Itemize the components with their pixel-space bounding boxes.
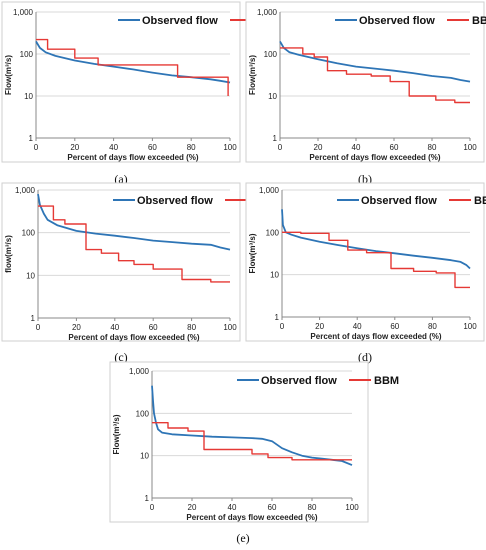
y-tick-label: 100 (266, 228, 280, 237)
x-tick-label: 60 (390, 143, 399, 152)
x-axis-title: Percent of days flow exceeded (%) (186, 513, 317, 522)
panel-caption: (e) (236, 531, 249, 545)
x-tick-label: 20 (72, 323, 81, 332)
y-tick-label: 10 (270, 271, 279, 280)
legend-label-observed: Observed flow (361, 195, 437, 207)
chart-panel-c: 1 10 100 1,000 0 20 40 60 80 100 Percent of days f… (1, 182, 275, 364)
bbm-line (36, 38, 229, 96)
y-tick-label: 10 (140, 452, 149, 461)
y-tick-label: 1 (31, 314, 36, 323)
y-tick-label: 1,000 (129, 367, 150, 376)
x-tick-label: 100 (223, 323, 237, 332)
x-tick-label: 100 (463, 143, 477, 152)
y-axis-title: Flow(m³/s) (248, 233, 257, 273)
legend-label-observed: Observed flow (359, 15, 435, 27)
x-tick-label: 0 (150, 503, 155, 512)
legend: Observed flow BBM (335, 15, 486, 27)
legend: Observed flow BBM (237, 375, 399, 387)
bbm-line (152, 422, 352, 461)
observed-flow-line (35, 40, 231, 84)
x-axis-title: Percent of days flow exceeded (%) (67, 153, 198, 162)
y-tick-label: 10 (24, 92, 33, 101)
legend-label-bbm: BBM (474, 195, 486, 207)
chart-frame (1, 1, 241, 163)
legend-label-bbm: BBM (374, 375, 399, 387)
x-tick-label: 0 (278, 143, 283, 152)
x-tick-label: 40 (228, 503, 237, 512)
y-tick-label: 10 (26, 271, 35, 280)
y-tick-label: 1,000 (257, 8, 278, 17)
x-tick-label: 20 (315, 322, 324, 331)
x-tick-label: 40 (109, 143, 118, 152)
bbm-line (38, 205, 230, 283)
chart-frame (245, 182, 485, 342)
y-tick-label: 100 (136, 409, 150, 418)
legend-label-observed: Observed flow (142, 15, 218, 27)
y-axis-title: Flow(m³/s) (248, 55, 257, 95)
y-axis-title: Flow(m³/s) (4, 55, 13, 95)
y-tick-label: 1 (29, 134, 34, 143)
x-tick-label: 60 (390, 322, 399, 331)
legend: Observed flow BBM (337, 195, 486, 207)
x-tick-label: 40 (352, 143, 361, 152)
y-tick-label: 100 (264, 50, 278, 59)
y-tick-label: 1 (275, 313, 280, 322)
chart-frame (245, 1, 485, 163)
x-tick-label: 100 (345, 503, 359, 512)
y-tick-label: 1 (145, 494, 150, 503)
y-tick-label: 10 (268, 92, 277, 101)
x-tick-label: 0 (34, 143, 39, 152)
legend-label-observed: Observed flow (137, 195, 213, 207)
x-tick-label: 40 (110, 323, 119, 332)
legend-label-bbm: BBM (472, 15, 486, 27)
x-tick-label: 60 (268, 503, 277, 512)
bbm-line (282, 231, 470, 289)
x-tick-label: 100 (463, 322, 477, 331)
x-tick-label: 60 (149, 323, 158, 332)
y-axis-title: Flow(m³/s) (112, 414, 121, 454)
y-tick-label: 1,000 (15, 186, 36, 195)
x-tick-label: 0 (280, 322, 285, 331)
panel-caption: (d) (358, 350, 372, 364)
y-tick-label: 100 (20, 50, 34, 59)
x-tick-label: 80 (308, 503, 317, 512)
x-tick-label: 80 (187, 143, 196, 152)
y-tick-label: 100 (22, 229, 36, 238)
x-tick-label: 100 (223, 143, 237, 152)
x-axis-title: Percent of days flow exceeded (%) (310, 332, 441, 341)
x-tick-label: 40 (353, 322, 362, 331)
y-tick-label: 1,000 (13, 8, 34, 17)
chart-panel-e: 1 10 100 1,000 0 20 40 60 80 100 Percent of days f… (109, 361, 399, 545)
observed-flow-line (279, 40, 471, 83)
x-tick-label: 0 (36, 323, 41, 332)
chart-panel-b: 1 10 100 1,000 0 20 40 60 80 100 Percent of days f… (245, 1, 486, 186)
x-tick-label: 80 (428, 322, 437, 331)
x-tick-label: 20 (314, 143, 323, 152)
x-tick-label: 60 (148, 143, 157, 152)
observed-flow-line (37, 193, 231, 251)
x-axis-title: Percent of days flow exceeded (%) (309, 153, 440, 162)
x-tick-label: 80 (428, 143, 437, 152)
y-tick-label: 1 (273, 134, 278, 143)
x-axis-title: Percent of days flow exceeded (%) (68, 333, 199, 342)
observed-flow-line (151, 385, 353, 466)
x-tick-label: 80 (187, 323, 196, 332)
y-tick-label: 1,000 (259, 186, 280, 195)
legend-label-observed: Observed flow (261, 375, 337, 387)
bbm-line (280, 47, 470, 104)
x-tick-label: 20 (70, 143, 79, 152)
x-tick-label: 20 (188, 503, 197, 512)
chart-panel-d: 1 10 100 1,000 0 20 40 60 80 100 Percent of days f… (245, 182, 486, 364)
y-axis-title: flow(m³/s) (4, 235, 13, 273)
panel-caption: (c) (114, 350, 127, 364)
